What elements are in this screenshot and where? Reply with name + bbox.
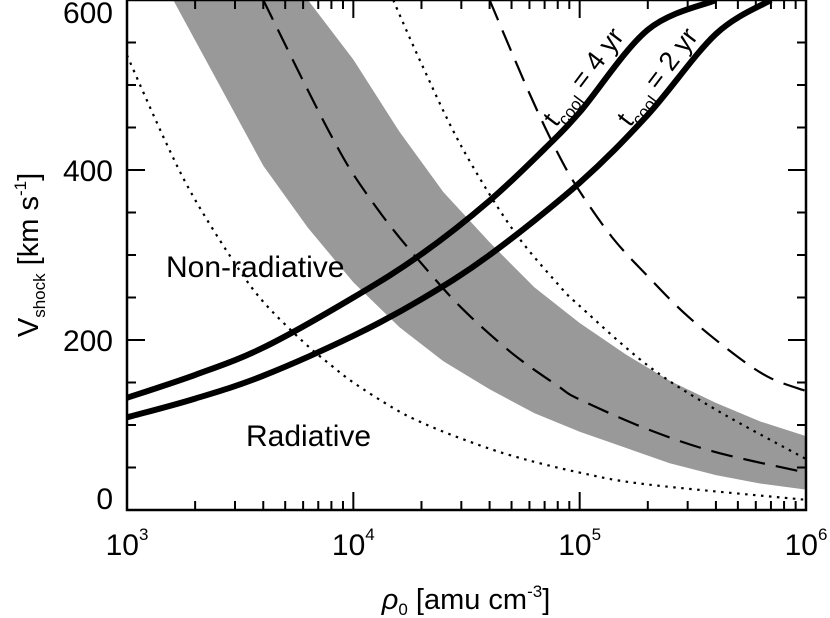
y-axis-label: Vshock [km s-1] [11, 173, 49, 337]
series-line-dotted-inner [127, 54, 806, 501]
x-tick-label: 103 [106, 525, 149, 562]
plot-content [127, 0, 806, 501]
series-line-dashed-outer [488, 0, 806, 393]
x-axis-label: ρ0 [amu cm-3] [381, 582, 551, 618]
axis-ticks [126, 0, 807, 511]
y-tick-label: 600 [63, 0, 113, 30]
series-line-dashed-inner [262, 0, 806, 474]
series-line-t-cool-4-yr [127, 0, 718, 401]
y-tick-label: 400 [63, 155, 113, 188]
x-tick-label: 105 [558, 525, 601, 562]
x-tick-label: 106 [785, 525, 828, 562]
x-tick-label: 104 [332, 525, 375, 562]
y-tick-label: 200 [63, 325, 113, 358]
series-line-dotted-outer [392, 0, 806, 460]
region-label-non-radiative: Non-radiative [166, 251, 344, 284]
region-label-radiative: Radiative [246, 420, 371, 453]
shaded-band [173, 0, 806, 490]
series-line-t-cool-2-yr [127, 0, 773, 421]
y-tick-label: 0 [96, 483, 113, 516]
